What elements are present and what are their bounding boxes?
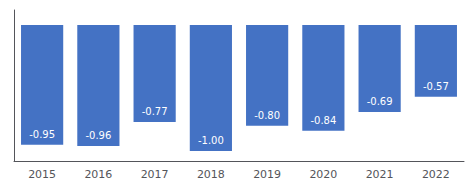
- svg-text:-0.95: -0.95: [29, 129, 55, 140]
- svg-text:-0.77: -0.77: [142, 106, 168, 117]
- svg-text:-0.96: -0.96: [85, 130, 111, 141]
- svg-text:-1.00: -1.00: [198, 135, 224, 146]
- svg-text:2016: 2016: [84, 168, 112, 181]
- svg-text:2019: 2019: [253, 168, 281, 181]
- svg-text:-0.80: -0.80: [254, 110, 280, 121]
- svg-text:-0.57: -0.57: [423, 81, 449, 92]
- svg-text:2021: 2021: [366, 168, 394, 181]
- svg-text:2017: 2017: [141, 168, 169, 181]
- svg-text:2022: 2022: [422, 168, 450, 181]
- svg-text:2015: 2015: [28, 168, 56, 181]
- svg-text:2018: 2018: [197, 168, 225, 181]
- svg-text:-0.69: -0.69: [367, 96, 393, 107]
- svg-text:-0.84: -0.84: [310, 115, 336, 126]
- svg-text:2020: 2020: [309, 168, 337, 181]
